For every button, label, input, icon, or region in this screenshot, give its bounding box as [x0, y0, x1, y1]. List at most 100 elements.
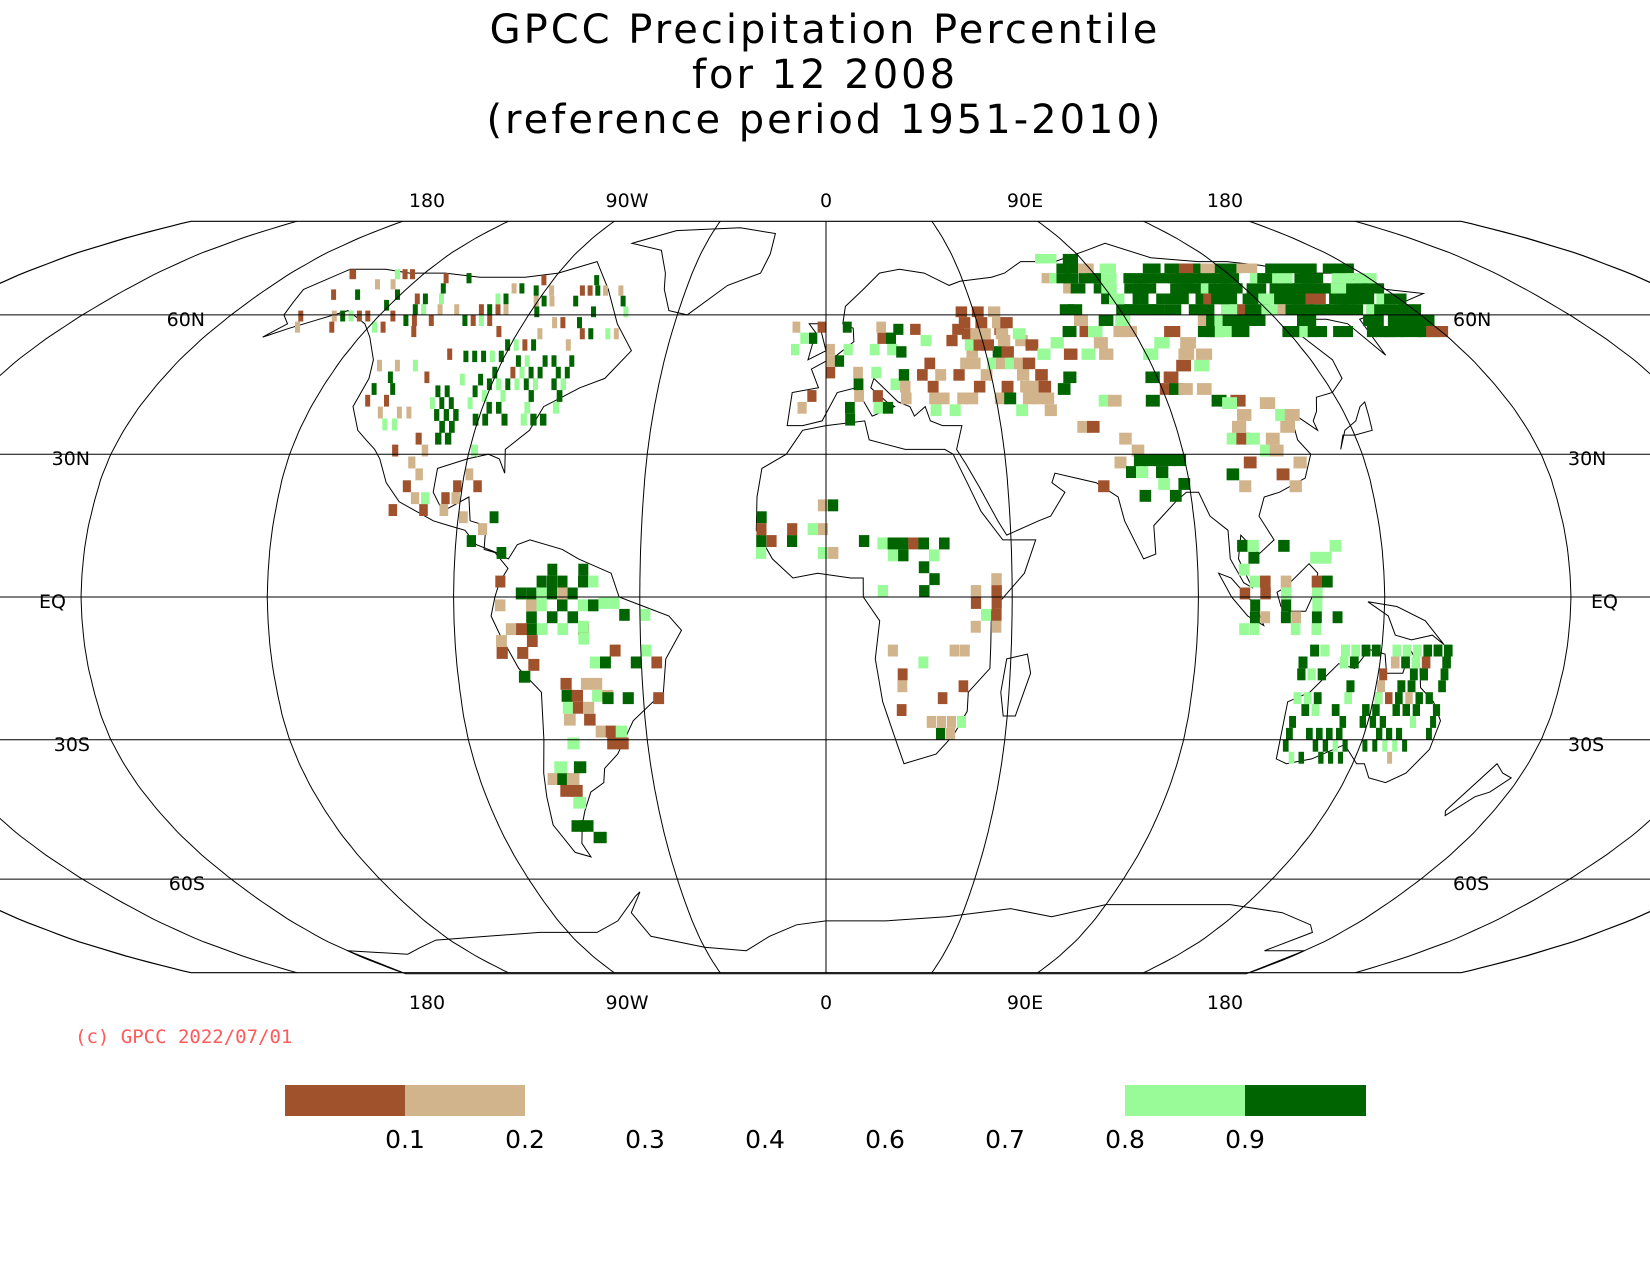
percentile-cell — [893, 323, 904, 335]
percentile-cell — [473, 480, 482, 493]
percentile-cell — [1073, 314, 1088, 326]
percentile-cell — [1114, 456, 1127, 469]
percentile-cell — [1282, 739, 1289, 752]
percentile-cell — [1099, 263, 1116, 274]
percentile-cell — [826, 366, 836, 379]
percentile-cell — [1349, 656, 1359, 669]
percentile-cell — [349, 269, 357, 280]
percentile-cell — [995, 328, 1009, 340]
percentile-cell — [1317, 668, 1326, 681]
percentile-cell — [1432, 704, 1441, 716]
percentile-cell — [547, 773, 561, 785]
percentile-cell — [1185, 283, 1204, 294]
percentile-cell — [578, 575, 589, 588]
percentile-cell — [1276, 468, 1290, 481]
percentile-cell — [536, 587, 547, 600]
percentile-cell — [1132, 293, 1149, 305]
percentile-cell — [1379, 716, 1386, 728]
percentile-cell — [557, 587, 568, 600]
legend-tick-label: 0.1 — [385, 1125, 425, 1154]
percentile-cell — [421, 444, 429, 457]
percentile-cell — [365, 394, 371, 407]
percentile-cell — [876, 321, 886, 333]
percentile-cell — [428, 314, 434, 326]
percentile-cell — [1371, 644, 1381, 657]
percentile-cell — [958, 317, 971, 329]
percentile-cell — [853, 378, 864, 391]
percentile-cell — [394, 359, 400, 372]
percentile-cell — [1196, 304, 1215, 315]
percentile-cell — [982, 339, 994, 351]
percentile-cell — [566, 773, 580, 785]
percentile-cell — [402, 269, 408, 280]
percentile-cell — [1259, 397, 1276, 409]
percentile-cell — [598, 597, 609, 609]
percentile-cell — [402, 480, 411, 493]
percentile-cell — [917, 369, 928, 381]
percentile-cell — [640, 644, 652, 657]
percentile-cell — [372, 321, 378, 333]
percentile-cell — [797, 401, 807, 414]
percentile-cell — [392, 444, 399, 457]
percentile-cell — [1020, 380, 1033, 393]
percentile-cell — [1280, 575, 1292, 588]
lat-label-left-30s: 30S — [54, 734, 90, 756]
percentile-cell — [377, 406, 383, 419]
percentile-cell — [444, 385, 450, 398]
percentile-cell — [520, 413, 527, 426]
percentile-cell — [792, 321, 801, 333]
percentile-cell — [1057, 383, 1071, 395]
percentile-cell — [828, 547, 839, 559]
percentile-cell — [1180, 337, 1196, 349]
percentile-cell — [1015, 334, 1028, 347]
legend-swatch-0.1-0.2 — [405, 1085, 525, 1116]
greenland-outline — [630, 227, 777, 316]
percentile-cell — [533, 378, 538, 391]
percentile-cell — [573, 796, 587, 809]
percentile-cell — [348, 310, 354, 322]
percentile-cell — [1280, 420, 1295, 433]
madagascar-outline — [1000, 653, 1032, 717]
percentile-cell — [593, 831, 607, 844]
percentile-cell — [873, 401, 884, 414]
percentile-cell — [569, 785, 583, 797]
percentile-cell — [808, 332, 818, 344]
percentile-cell — [439, 397, 445, 409]
percentile-cell — [1402, 739, 1408, 752]
percentile-cell — [1326, 727, 1333, 740]
percentile-cell — [390, 383, 396, 395]
percentile-cell — [1322, 739, 1329, 752]
percentile-cell — [970, 620, 981, 633]
antarctica-outline — [347, 891, 1313, 975]
percentile-cell — [756, 547, 767, 559]
percentile-cell — [639, 608, 651, 621]
percentile-cell — [1108, 394, 1122, 407]
percentile-cell — [1280, 611, 1291, 624]
percentile-cell — [1139, 283, 1157, 294]
percentile-cell — [1306, 727, 1313, 740]
percentile-cell — [969, 357, 981, 370]
percentile-cell — [571, 689, 583, 702]
percentile-cell — [1237, 539, 1249, 552]
percentile-cell — [877, 537, 888, 550]
percentile-cell — [519, 366, 525, 379]
percentile-cell — [496, 635, 507, 647]
percentile-cell — [1329, 293, 1350, 305]
percentile-cell — [1281, 599, 1292, 612]
percentile-cell — [964, 339, 977, 351]
percentile-cell — [620, 295, 626, 307]
percentile-cell — [930, 404, 942, 417]
percentile-cell — [1275, 409, 1290, 421]
percentile-cell — [826, 355, 836, 367]
percentile-cell — [554, 761, 567, 774]
percentile-cell — [1259, 444, 1274, 457]
percentile-cell — [618, 285, 624, 296]
percentile-cell — [387, 371, 393, 384]
percentile-cell — [439, 420, 445, 433]
percentile-cell — [1412, 314, 1435, 326]
percentile-cell — [1163, 454, 1176, 467]
percentile-cell — [970, 597, 982, 609]
percentile-cell — [1214, 326, 1233, 338]
lon-label-bottom-90w: 90W — [606, 992, 649, 1014]
percentile-cell — [937, 692, 948, 705]
